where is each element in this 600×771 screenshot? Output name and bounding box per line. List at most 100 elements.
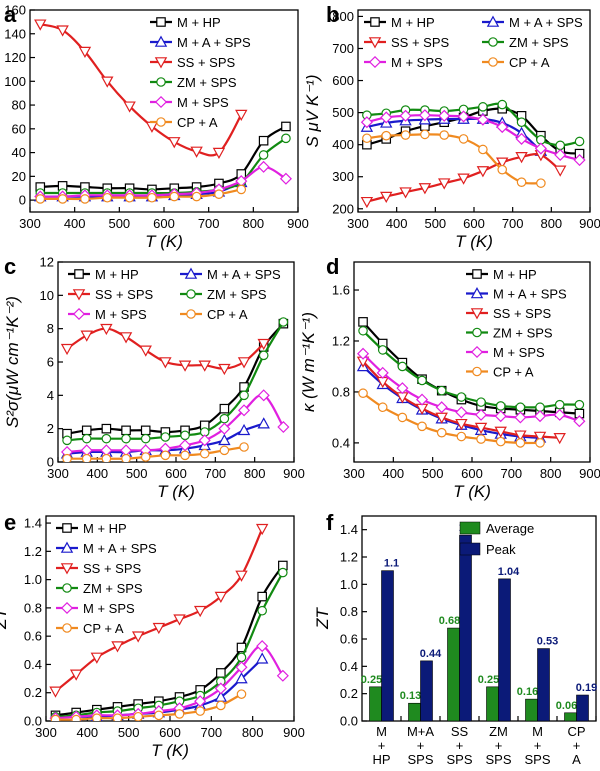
data-point bbox=[420, 129, 430, 140]
data-point bbox=[573, 415, 586, 428]
x-tick-label: 700 bbox=[204, 466, 226, 481]
series-cp-a bbox=[50, 689, 247, 721]
data-point bbox=[535, 438, 545, 448]
data-point bbox=[178, 439, 192, 452]
data-point bbox=[178, 360, 192, 372]
legend-marker bbox=[470, 287, 484, 299]
panel-label: c bbox=[4, 254, 16, 279]
data-point bbox=[235, 672, 248, 684]
data-point bbox=[474, 408, 488, 421]
legend-item: ZM + SPS bbox=[466, 326, 553, 341]
data-point bbox=[496, 157, 509, 169]
data-point bbox=[377, 345, 388, 355]
x-category-label: SPS bbox=[407, 752, 433, 767]
legend-marker bbox=[154, 95, 168, 109]
data-point bbox=[457, 110, 470, 123]
x-tick-label: 900 bbox=[579, 466, 600, 481]
bar-value-label: 0.53 bbox=[537, 636, 558, 648]
y-axis-label: ZT bbox=[0, 607, 10, 630]
data-point bbox=[237, 357, 251, 369]
y-tick-label: 1.0 bbox=[340, 577, 358, 592]
x-tick-label: 500 bbox=[126, 466, 148, 481]
x-tick-label: 900 bbox=[287, 216, 309, 231]
panel-c: c 0 2 4 6 8 10 12 S²σ(μW cm⁻¹K⁻²) 300 400 500 600 700… bbox=[3, 254, 305, 501]
data-point bbox=[257, 591, 267, 602]
legend-marker bbox=[72, 307, 86, 321]
legend-item: ZM + SPS bbox=[150, 75, 237, 90]
legend-item: M + HP bbox=[68, 267, 139, 282]
data-point bbox=[278, 317, 289, 327]
y-tick-label: 0 bbox=[19, 193, 26, 208]
series-line bbox=[66, 322, 285, 435]
data-point bbox=[218, 422, 231, 435]
x-category-label: SPS bbox=[485, 752, 511, 767]
legend-label: SS + SPS bbox=[493, 306, 551, 321]
data-point bbox=[396, 382, 409, 395]
data-point bbox=[71, 714, 81, 721]
data-point bbox=[173, 614, 186, 626]
series-ss-sps bbox=[360, 150, 567, 209]
legend-item: SS + SPS bbox=[466, 306, 551, 321]
data-point bbox=[514, 430, 527, 442]
legend-item: M + A + SPS bbox=[56, 541, 157, 556]
bar-value-label: 0.44 bbox=[420, 648, 442, 660]
legend-marker bbox=[184, 267, 198, 279]
data-point bbox=[457, 173, 470, 185]
data-point bbox=[256, 640, 269, 653]
series-zm-sps bbox=[358, 325, 585, 413]
series-line bbox=[40, 137, 287, 195]
legend-marker bbox=[488, 57, 498, 67]
series-m-sps bbox=[60, 389, 290, 459]
x-tick-label: 300 bbox=[347, 216, 369, 231]
data-point bbox=[169, 191, 180, 202]
legend-item: M + A + SPS bbox=[466, 287, 567, 302]
data-point bbox=[360, 116, 373, 129]
legend-item: SS + SPS bbox=[150, 55, 235, 70]
legend-label: ZM + SPS bbox=[83, 581, 143, 596]
x-tick-label: 600 bbox=[461, 466, 483, 481]
legend-item: CP + A bbox=[56, 621, 124, 636]
x-tick-label: 500 bbox=[118, 725, 140, 740]
series-cp-a bbox=[358, 388, 545, 448]
data-point bbox=[140, 425, 151, 436]
y-tick-label: 140 bbox=[4, 26, 26, 41]
legend-label: ZM + SPS bbox=[493, 326, 553, 341]
data-point bbox=[258, 150, 269, 160]
legend-item: M + HP bbox=[150, 15, 221, 30]
legend-marker bbox=[368, 37, 382, 49]
series-line bbox=[66, 321, 285, 442]
y-tick-label: 0.8 bbox=[24, 600, 42, 615]
y-tick-label: 400 bbox=[332, 137, 354, 152]
y-axis-label: ZT bbox=[313, 607, 332, 630]
data-point bbox=[69, 669, 83, 681]
data-point bbox=[516, 117, 527, 128]
legend-marker bbox=[472, 366, 482, 377]
legend-label: M + A + SPS bbox=[509, 15, 583, 30]
data-point bbox=[554, 165, 567, 177]
data-point bbox=[362, 133, 372, 144]
data-point bbox=[415, 393, 429, 406]
data-point bbox=[278, 567, 288, 578]
x-category-label: ZM bbox=[489, 724, 508, 739]
data-point bbox=[123, 101, 136, 113]
data-point bbox=[399, 109, 412, 122]
x-tick-label: 400 bbox=[382, 466, 404, 481]
data-point bbox=[35, 194, 46, 204]
x-tick-label: 600 bbox=[165, 466, 187, 481]
panel-label: f bbox=[326, 510, 334, 535]
legend-item: SS + SPS bbox=[68, 287, 153, 302]
data-point bbox=[257, 389, 270, 402]
data-point bbox=[56, 25, 69, 37]
series-line bbox=[55, 644, 284, 720]
data-point bbox=[497, 164, 508, 175]
legend-item: M + A + SPS bbox=[150, 35, 251, 50]
data-point bbox=[101, 453, 112, 462]
data-point bbox=[277, 420, 290, 434]
series-cp-a bbox=[35, 184, 247, 204]
legend-label: CP + A bbox=[207, 307, 248, 322]
plot-frame bbox=[29, 9, 299, 213]
y-tick-label: 1.6 bbox=[332, 283, 350, 298]
legend-marker bbox=[486, 15, 500, 27]
